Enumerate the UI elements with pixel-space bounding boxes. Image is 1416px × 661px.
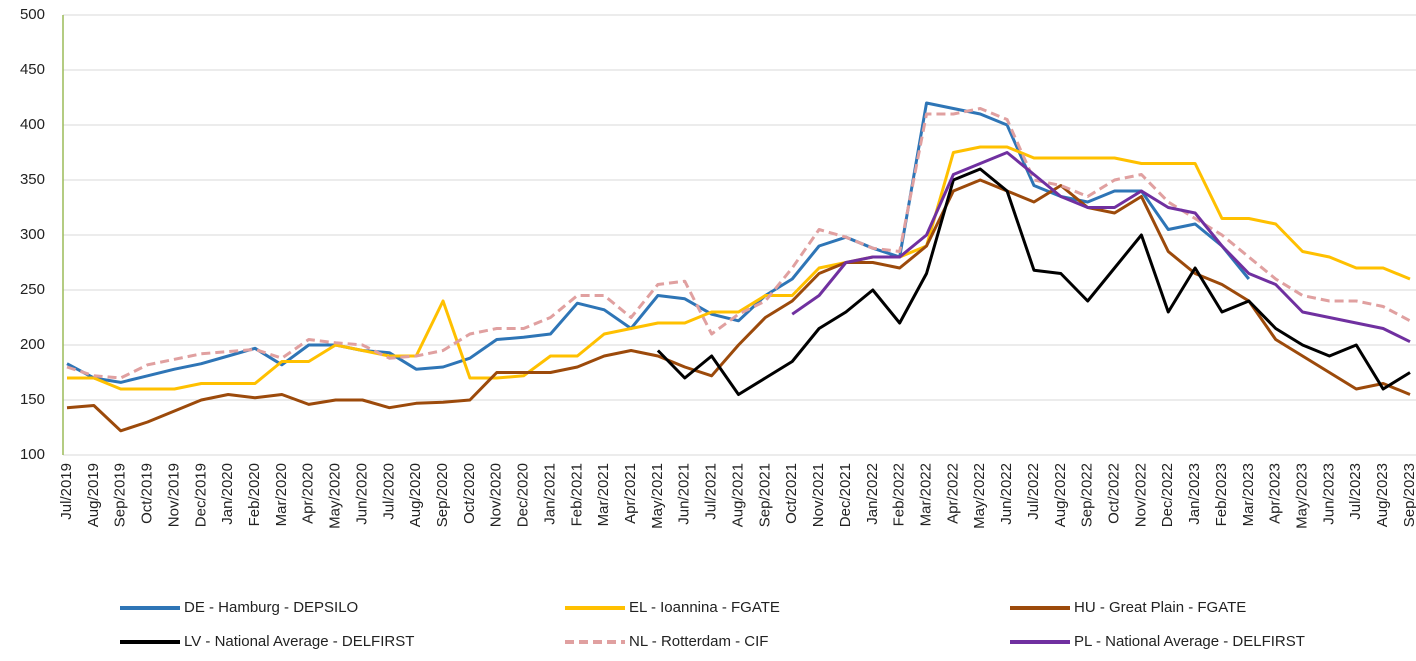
- x-tick-label: Jul/2023: [1347, 463, 1364, 520]
- x-tick-label: Jun/2020: [353, 463, 370, 525]
- y-tick-label: 450: [20, 61, 45, 78]
- x-tick-label: Oct/2020: [461, 463, 478, 524]
- x-tick-label: Jul/2021: [703, 463, 720, 520]
- x-tick-label: Mar/2022: [917, 463, 934, 526]
- x-tick-label: Aug/2021: [729, 463, 746, 527]
- x-tick-label: Nov/2021: [810, 463, 827, 527]
- series-line: [66, 107, 1411, 380]
- x-tick-label: Aug/2020: [407, 463, 424, 527]
- series-line: [66, 178, 1411, 433]
- x-tick-label: May/2021: [649, 463, 666, 529]
- legend-label: PL - National Average - DELFIRST: [1074, 633, 1305, 650]
- y-tick-label: 200: [20, 336, 45, 353]
- x-tick-label: Sep/2022: [1079, 463, 1096, 527]
- x-tick-label: Mar/2020: [273, 463, 290, 526]
- x-tick-label: Jan/2022: [864, 463, 881, 525]
- y-tick-label: 350: [20, 171, 45, 188]
- series-line: [656, 167, 1411, 396]
- x-tick-label: Jul/2022: [1025, 463, 1042, 520]
- x-tick-label: Dec/2019: [192, 463, 209, 527]
- x-tick-label: Feb/2021: [568, 463, 585, 526]
- x-tick-label: Apr/2023: [1267, 463, 1284, 524]
- x-tick-label: Jul/2019: [58, 463, 75, 520]
- x-tick-label: Aug/2019: [85, 463, 102, 527]
- y-tick-label: 150: [20, 391, 45, 408]
- x-tick-label: Aug/2022: [1052, 463, 1069, 527]
- x-tick-label: Feb/2020: [246, 463, 263, 526]
- x-tick-label: Oct/2022: [1106, 463, 1123, 524]
- y-tick-label: 100: [20, 446, 45, 463]
- x-tick-label: May/2023: [1294, 463, 1311, 529]
- x-tick-label: Apr/2020: [300, 463, 317, 524]
- x-tick-label: Sep/2021: [756, 463, 773, 527]
- x-tick-label: Nov/2022: [1132, 463, 1149, 527]
- series-line: [791, 151, 1411, 344]
- series-line: [67, 145, 1411, 391]
- x-tick-label: Dec/2022: [1159, 463, 1176, 527]
- x-tick-label: Jun/2021: [676, 463, 693, 525]
- x-tick-label: May/2022: [971, 463, 988, 529]
- x-tick-label: Jan/2020: [219, 463, 236, 525]
- legend-label: NL - Rotterdam - CIF: [629, 633, 768, 650]
- x-tick-label: Dec/2020: [515, 463, 532, 527]
- x-tick-label: Jul/2020: [380, 463, 397, 520]
- x-tick-label: Sep/2023: [1401, 463, 1416, 527]
- y-tick-label: 300: [20, 226, 45, 243]
- x-tick-label: Dec/2021: [837, 463, 854, 527]
- x-tick-label: Oct/2019: [139, 463, 156, 524]
- x-tick-label: Sep/2019: [112, 463, 129, 527]
- x-tick-label: Jun/2022: [998, 463, 1015, 525]
- x-tick-label: Oct/2021: [783, 463, 800, 524]
- x-tick-label: Feb/2022: [891, 463, 908, 526]
- y-tick-label: 500: [20, 6, 45, 23]
- x-tick-label: Nov/2019: [165, 463, 182, 527]
- legend-label: EL - Ioannina - FGATE: [629, 599, 780, 616]
- legend-label: LV - National Average - DELFIRST: [184, 633, 414, 650]
- x-tick-label: Jan/2021: [541, 463, 558, 525]
- x-tick-label: Apr/2022: [944, 463, 961, 524]
- x-tick-label: Aug/2023: [1374, 463, 1391, 527]
- x-tick-label: Feb/2023: [1213, 463, 1230, 526]
- x-tick-label: Mar/2021: [595, 463, 612, 526]
- legend-label: DE - Hamburg - DEPSILO: [184, 599, 358, 616]
- x-tick-label: Sep/2020: [434, 463, 451, 527]
- x-tick-label: Jun/2023: [1320, 463, 1337, 525]
- x-tick-label: Mar/2023: [1240, 463, 1257, 526]
- y-tick-label: 250: [20, 281, 45, 298]
- y-tick-label: 400: [20, 116, 45, 133]
- x-tick-label: May/2020: [327, 463, 344, 529]
- x-tick-label: Nov/2020: [488, 463, 505, 527]
- series-line: [66, 101, 1251, 384]
- legend-label: HU - Great Plain - FGATE: [1074, 599, 1246, 616]
- x-tick-label: Apr/2021: [622, 463, 639, 524]
- x-tick-label: Jan/2023: [1186, 463, 1203, 525]
